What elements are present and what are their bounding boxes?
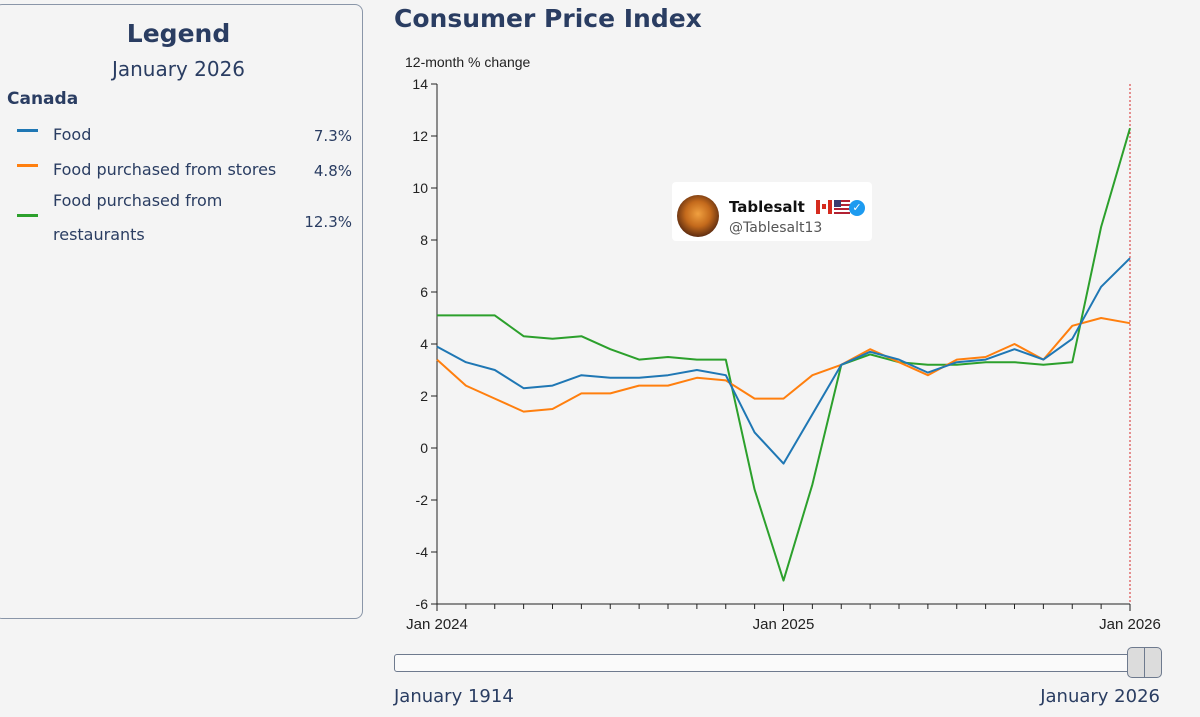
series-line-food-purchased-from-restaurants xyxy=(437,127,1131,582)
chart-title: Consumer Price Index xyxy=(394,4,702,33)
avatar-icon xyxy=(677,195,719,237)
y-tick-label: 8 xyxy=(420,232,428,248)
y-tick-label: 0 xyxy=(420,440,428,456)
y-tick-label: -4 xyxy=(416,544,429,560)
slider-handle[interactable] xyxy=(1127,647,1162,678)
slider-start-label: January 1914 xyxy=(394,686,514,707)
verified-icon: ✓ xyxy=(849,200,865,216)
canada-flag-icon xyxy=(816,200,832,214)
us-flag-icon xyxy=(834,200,850,214)
legend-value-stores: 4.8% xyxy=(313,162,352,180)
y-tick-label: -2 xyxy=(416,492,429,508)
flags-icon xyxy=(816,200,850,214)
x-tick-label: Jan 2025 xyxy=(753,616,815,633)
legend-swatch-food xyxy=(17,129,38,132)
watermark-badge: Tablesalt ✓ @Tablesalt13 xyxy=(672,182,872,241)
legend-title: Legend xyxy=(126,19,231,48)
watermark-handle: @Tablesalt13 xyxy=(729,220,823,236)
x-tick-label: Jan 2024 xyxy=(406,616,468,633)
y-tick-label: 4 xyxy=(420,336,428,352)
y-tick-label: 10 xyxy=(412,180,428,196)
legend-label-food: Food xyxy=(53,125,92,144)
series-line-food-purchased-from-stores xyxy=(436,317,1131,413)
watermark-name: Tablesalt xyxy=(729,198,805,216)
legend-label-stores: Food purchased from stores xyxy=(53,160,277,179)
y-axis-label: 12-month % change xyxy=(405,54,531,70)
legend-value-food: 7.3% xyxy=(313,127,352,145)
legend-swatch-restaurants xyxy=(17,214,38,217)
date-range-slider[interactable] xyxy=(394,654,1160,672)
x-tick-label: Jan 2026 xyxy=(1099,616,1161,633)
y-tick-label: 6 xyxy=(420,284,428,300)
y-tick-label: 14 xyxy=(412,76,428,92)
y-tick-label: -6 xyxy=(416,596,429,612)
legend-panel: Legend January 2026 Canada Food 7.3% Foo… xyxy=(0,4,363,619)
series-line-food xyxy=(436,257,1131,465)
y-tick-label: 12 xyxy=(412,128,428,144)
legend-period: January 2026 xyxy=(111,57,246,81)
legend-swatch-stores xyxy=(17,164,38,167)
legend-value-restaurants: 12.3% xyxy=(304,213,352,231)
y-tick-label: 2 xyxy=(420,388,428,404)
legend-label-restaurants: Food purchased from restaurants xyxy=(53,191,223,244)
legend-region: Canada xyxy=(7,89,79,109)
slider-end-label: January 2026 xyxy=(1040,686,1160,707)
